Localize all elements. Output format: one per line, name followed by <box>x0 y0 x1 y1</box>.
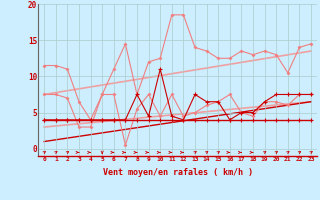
X-axis label: Vent moyen/en rafales ( km/h ): Vent moyen/en rafales ( km/h ) <box>103 168 252 177</box>
